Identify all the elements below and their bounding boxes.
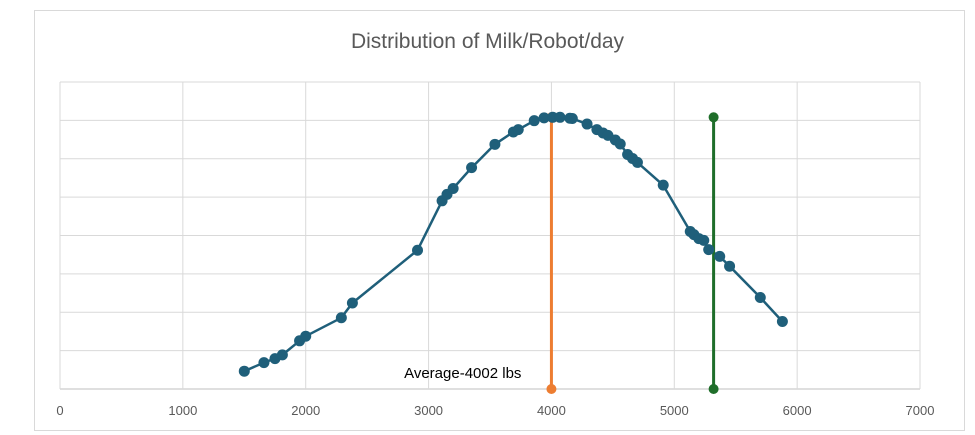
data-point [238, 365, 250, 377]
data-point [776, 315, 788, 327]
x-tick-label: 1000 [168, 403, 197, 418]
data-point [754, 292, 766, 304]
reference-line-top-marker [708, 112, 719, 123]
chart-frame [34, 10, 965, 431]
x-tick-label: 6000 [783, 403, 812, 418]
x-tick-label: 5000 [660, 403, 689, 418]
data-point [566, 113, 578, 125]
data-point [335, 312, 347, 324]
data-point [412, 244, 424, 256]
x-axis-ticks: 0 1000 2000 3000 4000 5000 6000 7000 [56, 403, 934, 418]
x-tick-label: 2000 [291, 403, 320, 418]
data-point [631, 156, 643, 168]
data-point [538, 112, 550, 124]
grid [59, 81, 921, 390]
data-point [466, 162, 478, 174]
x-tick-label: 0 [56, 403, 63, 418]
data-point [489, 138, 501, 150]
x-tick-label: 7000 [906, 403, 935, 418]
reference-line-bottom-marker [708, 384, 719, 394]
data-point [714, 250, 726, 262]
data-point [447, 183, 459, 195]
data-point [346, 297, 358, 309]
data-point [698, 234, 710, 246]
data-point [528, 115, 540, 127]
x-tick-label: 4000 [537, 403, 566, 418]
data-point [657, 179, 669, 191]
data-point [554, 111, 566, 123]
data-point [581, 118, 593, 130]
data-point [724, 260, 736, 272]
annotations: Average-4002 lbs [404, 365, 521, 382]
chart-title: Distribution of Milk/Robot/day [350, 30, 625, 53]
data-point [703, 244, 715, 256]
average-label: Average-4002 lbs [404, 365, 521, 382]
data-point [614, 138, 626, 150]
x-tick-label: 3000 [414, 403, 443, 418]
data-points [238, 111, 788, 377]
data-point [300, 330, 312, 342]
data-point [512, 124, 524, 136]
data-point [276, 349, 288, 361]
data-point [258, 357, 270, 369]
reference-line-bottom-marker [546, 384, 557, 394]
